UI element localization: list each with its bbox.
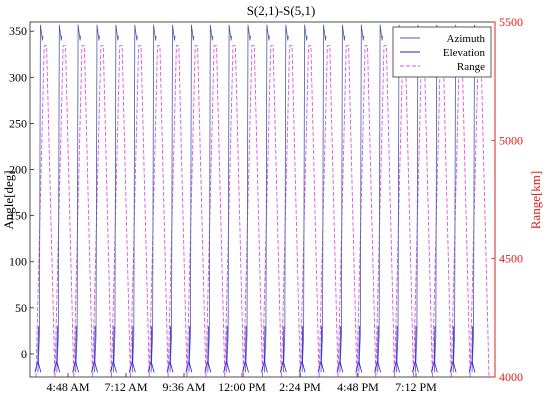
legend-label-elevation: Elevation: [443, 47, 486, 59]
left-tick-label: 150: [9, 209, 27, 223]
left-tick-label: 50: [15, 301, 27, 315]
x-tick-label: 7:12 AM: [104, 380, 147, 394]
plot-area: [34, 24, 490, 378]
x-tick-label: 4:48 AM: [46, 380, 89, 394]
left-tick-label: 0: [21, 347, 27, 361]
chart-title: S(2,1)-S(5,1): [247, 3, 316, 18]
x-tick-label: 7:12 PM: [395, 380, 437, 394]
right-tick-label: 4500: [499, 252, 523, 266]
series-range-line: [35, 45, 490, 378]
left-tick-label: 250: [9, 116, 27, 130]
legend-label-azimuth: Azimuth: [447, 33, 486, 45]
right-axis-label: Range[km]: [528, 171, 543, 229]
x-tick-label: 12:00 PM: [218, 380, 266, 394]
series-azimuth-line: [37, 24, 478, 373]
left-tick-label: 100: [9, 255, 27, 269]
right-tick-label: 5500: [499, 15, 523, 29]
right-tick-label: 4000: [499, 370, 523, 384]
series-elevation-line: [34, 326, 476, 373]
right-axis: 4000 4500 5000 5500: [491, 15, 523, 384]
left-axis-label: Angle[deg]: [1, 170, 16, 229]
legend: Azimuth Elevation Range: [392, 26, 492, 78]
legend-label-range: Range: [457, 61, 485, 73]
right-tick-label: 5000: [499, 133, 523, 147]
x-tick-label: 2:24 PM: [279, 380, 321, 394]
x-tick-label: 9:36 AM: [162, 380, 205, 394]
left-tick-label: 300: [9, 70, 27, 84]
left-tick-label: 350: [9, 24, 27, 38]
left-tick-label: 200: [9, 163, 27, 177]
left-axis: 0 50 100 150 200 250 300 350: [9, 24, 34, 361]
x-axis: 4:48 AM 7:12 AM 9:36 AM 12:00 PM 2:24 PM 4:48…: [46, 373, 437, 394]
x-tick-label: 4:48 PM: [337, 380, 379, 394]
